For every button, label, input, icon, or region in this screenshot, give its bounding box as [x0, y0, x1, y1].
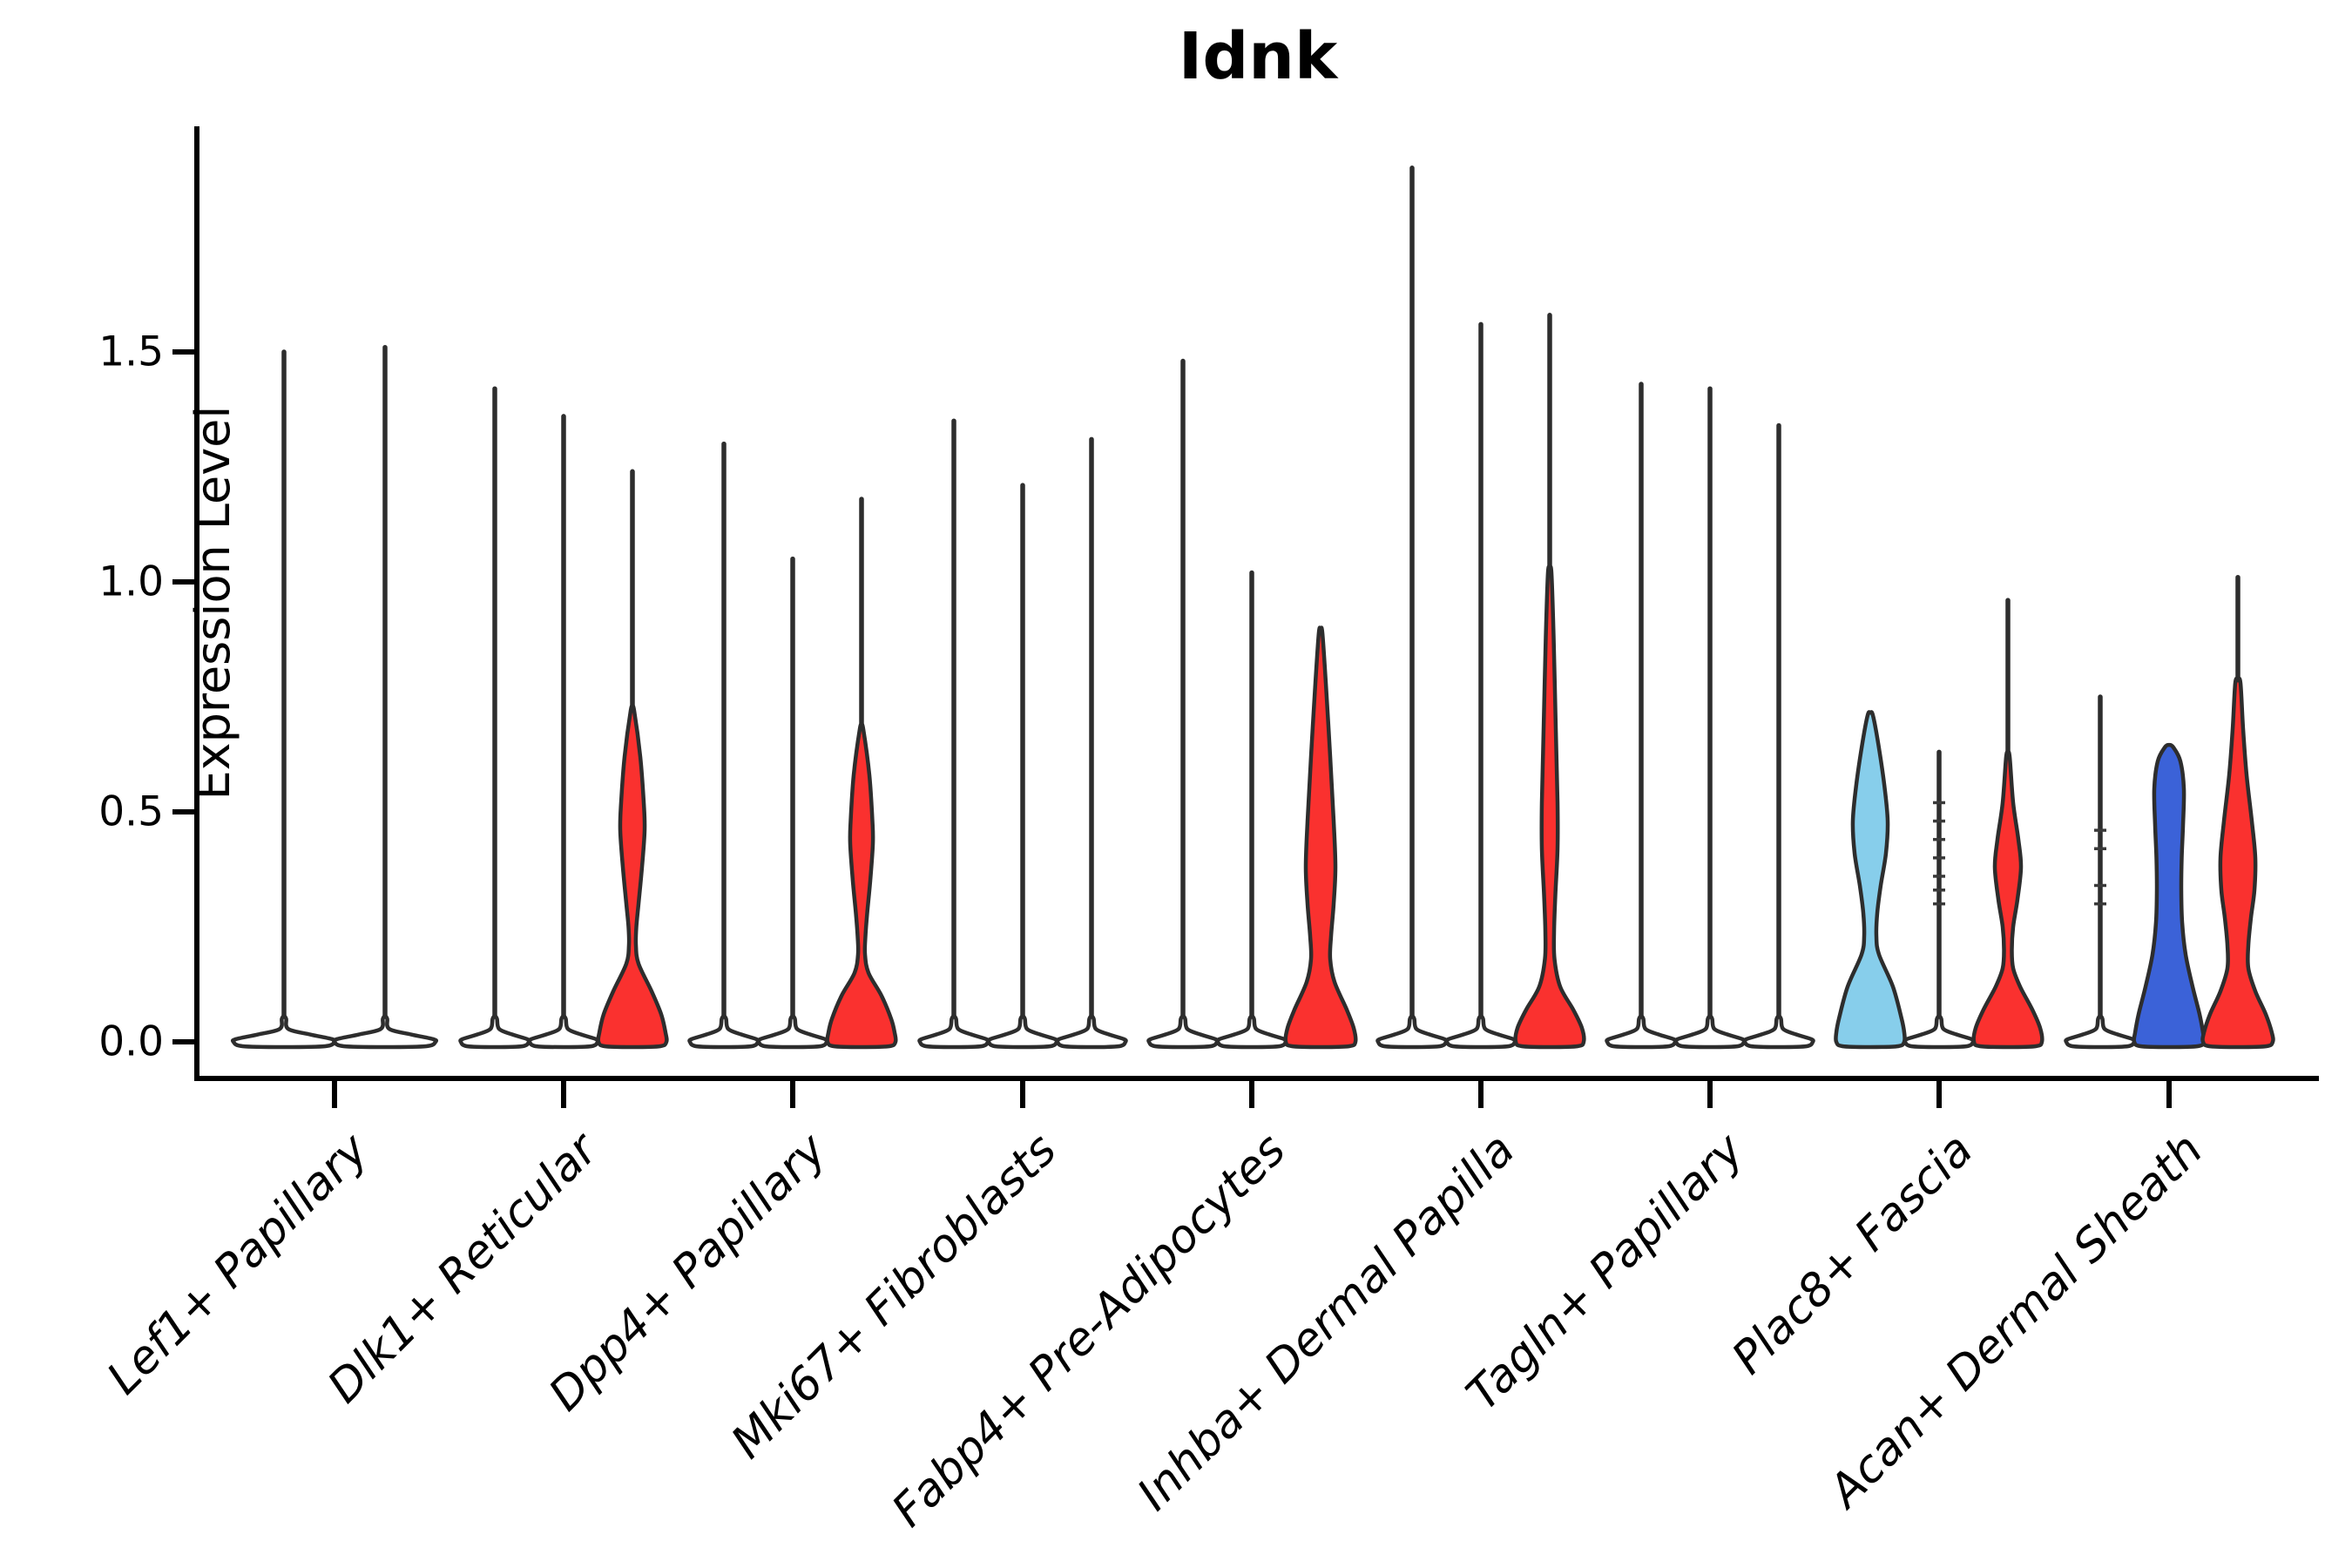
violin-white — [1444, 1014, 1517, 1050]
violin-white — [1673, 1014, 1747, 1050]
violin-blue — [2132, 742, 2207, 1050]
y-tick-label: 1.0 — [98, 558, 164, 606]
violin-white — [1742, 1014, 1815, 1050]
violin-white — [1215, 1014, 1288, 1050]
violin-white — [1146, 1014, 1220, 1050]
violin-white — [527, 1014, 600, 1050]
violin-white — [2064, 1014, 2137, 1050]
violin-red — [825, 722, 898, 1050]
violin-white — [986, 1014, 1059, 1050]
violin-white — [332, 1014, 438, 1050]
violin-red — [596, 704, 669, 1050]
violin-white — [1605, 1014, 1678, 1050]
violin-white — [458, 1014, 531, 1050]
violin-red — [1971, 750, 2044, 1050]
y-tick-label: 1.5 — [98, 328, 164, 376]
violin-white — [1903, 1014, 1976, 1050]
y-tick-label: 0.0 — [98, 1017, 164, 1066]
violin-skyblue — [1834, 710, 1907, 1050]
violin-white — [756, 1014, 829, 1050]
y-tick-label: 0.5 — [98, 787, 164, 836]
violin-white — [1375, 1014, 1449, 1050]
violin-white — [231, 1014, 337, 1050]
violin-white — [687, 1014, 760, 1050]
violin-white — [917, 1014, 990, 1050]
y-axis-label: Expression Level — [185, 405, 240, 801]
violin-red — [2200, 676, 2275, 1050]
violin-red — [1513, 564, 1586, 1050]
chart-title: Idnk — [1178, 19, 1338, 94]
violin-red — [1283, 625, 1358, 1050]
violin-white — [1055, 1014, 1128, 1050]
